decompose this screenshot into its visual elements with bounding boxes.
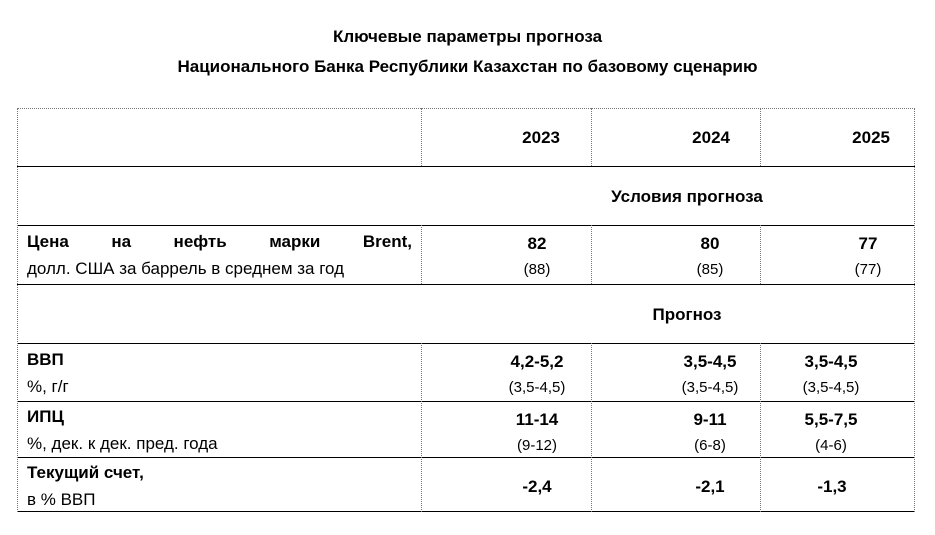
section-conditions-title: Условия прогноза xyxy=(611,187,763,206)
oil-label-word: марки xyxy=(269,232,321,251)
oil-label-word: Цена xyxy=(27,232,69,251)
cpi-unit: %, дек. к дек. пред. года xyxy=(27,434,218,453)
cpi-prev-2025: (4-6) xyxy=(815,437,847,454)
row-divider xyxy=(17,401,915,402)
col-divider xyxy=(591,225,592,284)
cpi-value-2023: 11-14 xyxy=(515,410,559,429)
oil-prev-2025: (77) xyxy=(854,261,882,278)
oil-value-2024: 80 xyxy=(700,234,720,253)
row-divider xyxy=(17,225,915,226)
gdp-prev-2025: (3,5-4,5) xyxy=(802,379,860,396)
oil-label-word: нефть xyxy=(173,232,227,251)
oil-label-line1: Цена на нефть марки Brent, xyxy=(27,232,412,252)
current-account-value-2023: -2,4 xyxy=(522,477,552,496)
gdp-value-2024: 3,5-4,5 xyxy=(683,352,737,371)
col-divider xyxy=(421,108,422,166)
row-divider xyxy=(17,284,915,285)
header-year-2025: 2025 xyxy=(852,128,890,147)
table-border-left xyxy=(17,108,18,512)
gdp-prev-2023: (3,5-4,5) xyxy=(508,379,566,396)
cpi-value-2025: 5,5-7,5 xyxy=(804,410,858,429)
cpi-value-2024: 9-11 xyxy=(693,410,727,429)
gdp-prev-2024: (3,5-4,5) xyxy=(681,379,739,396)
current-account-unit: в % ВВП xyxy=(27,490,96,509)
col-divider xyxy=(421,343,422,512)
oil-prev-2023: (88) xyxy=(523,261,551,278)
gdp-value-2025: 3,5-4,5 xyxy=(804,352,858,371)
current-account-value-2025: -1,3 xyxy=(817,477,847,496)
oil-label-line2: долл. США за баррель в среднем за год xyxy=(27,259,345,278)
cpi-prev-2024: (6-8) xyxy=(694,437,726,454)
cpi-prev-2023: (9-12) xyxy=(516,437,557,454)
row-divider xyxy=(17,343,915,344)
col-divider xyxy=(591,108,592,166)
title-line-2: Национального Банка Республики Казахстан… xyxy=(177,57,758,76)
gdp-label: ВВП xyxy=(27,350,64,369)
forecast-table: 2023 2024 2025 Условия прогноза Цена на … xyxy=(17,108,915,512)
current-account-label: Текущий счет, xyxy=(27,463,144,482)
row-divider xyxy=(17,166,915,167)
title-line-1: Ключевые параметры прогноза xyxy=(332,27,603,46)
col-divider xyxy=(760,343,761,512)
gdp-unit: %, г/г xyxy=(27,377,69,396)
col-divider xyxy=(760,108,761,166)
col-divider xyxy=(760,225,761,284)
oil-value-2023: 82 xyxy=(527,234,547,253)
cpi-label: ИПЦ xyxy=(27,407,64,426)
gdp-value-2023: 4,2-5,2 xyxy=(510,352,564,371)
row-divider xyxy=(17,457,915,458)
oil-prev-2024: (85) xyxy=(696,261,724,278)
oil-label-word: на xyxy=(111,232,132,251)
col-divider xyxy=(421,225,422,284)
section-forecast-title: Прогноз xyxy=(652,305,722,324)
col-divider xyxy=(591,343,592,512)
oil-value-2025: 77 xyxy=(858,234,878,253)
table-border-right xyxy=(914,108,915,512)
current-account-value-2024: -2,1 xyxy=(695,477,725,496)
oil-label-word: Brent, xyxy=(362,232,412,251)
header-year-2023: 2023 xyxy=(522,128,560,147)
table-border-bottom xyxy=(17,511,915,512)
header-year-2024: 2024 xyxy=(692,128,730,147)
table-border-top xyxy=(17,108,915,109)
